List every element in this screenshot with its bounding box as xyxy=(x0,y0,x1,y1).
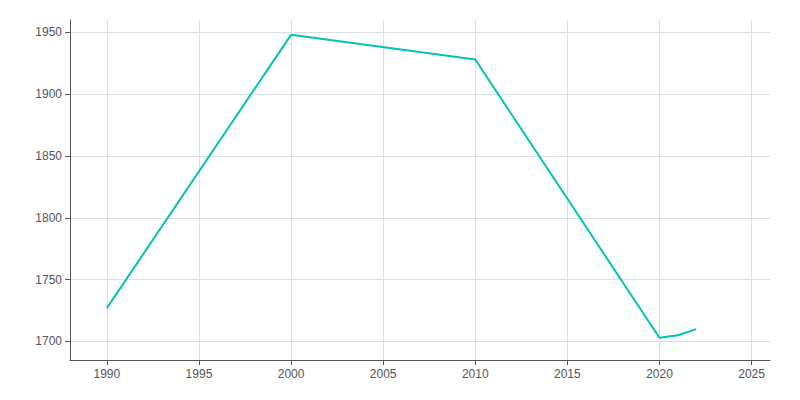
svg-text:1950: 1950 xyxy=(35,25,62,39)
svg-text:1900: 1900 xyxy=(35,87,62,101)
svg-text:2010: 2010 xyxy=(462,367,489,381)
svg-text:2020: 2020 xyxy=(646,367,673,381)
svg-text:1990: 1990 xyxy=(93,367,120,381)
svg-text:1800: 1800 xyxy=(35,211,62,225)
svg-text:1750: 1750 xyxy=(35,273,62,287)
svg-text:1850: 1850 xyxy=(35,149,62,163)
svg-text:2015: 2015 xyxy=(554,367,581,381)
svg-text:2000: 2000 xyxy=(278,367,305,381)
svg-text:2025: 2025 xyxy=(738,367,765,381)
svg-text:2005: 2005 xyxy=(370,367,397,381)
svg-text:1700: 1700 xyxy=(35,334,62,348)
svg-text:1995: 1995 xyxy=(186,367,213,381)
